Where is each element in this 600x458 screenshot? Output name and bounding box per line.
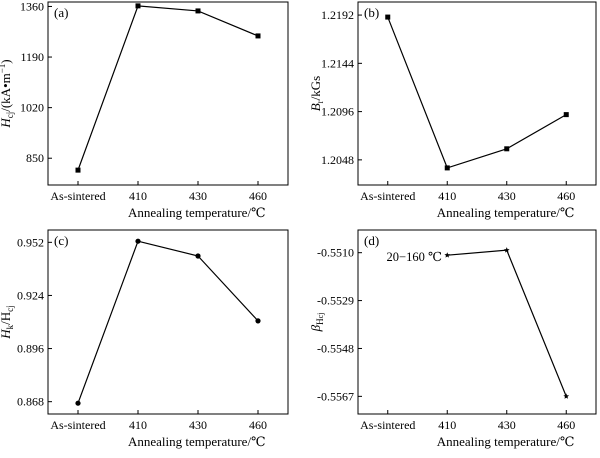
- x-axis-label: Annealing temperature/℃: [437, 434, 575, 449]
- x-tick-label: 410: [438, 418, 456, 432]
- x-tick-label: 430: [189, 418, 207, 432]
- y-axis-label: Br/kGs: [308, 76, 325, 112]
- chart-panel-4: (d) -0.5510 -0.5529 -0.5548 -0.5567 As-sinter…: [308, 229, 597, 449]
- x-tick-label: As-sintered: [50, 418, 105, 432]
- chart-panel-3: (c) 0.868 0.896 0.924 0.952 As-sintered 410 430…: [0, 229, 289, 449]
- y-label-subscript: k: [5, 324, 15, 329]
- y-tick-label: 1020: [20, 101, 44, 115]
- x-tick-label: 460: [249, 189, 267, 203]
- y-label-subscript: r: [315, 100, 325, 103]
- y-axis-label: Hcj/(kA•m−1): [0, 59, 15, 128]
- data-point: [135, 3, 141, 9]
- x-tick-label: As-sintered: [50, 189, 105, 203]
- panel-letter: (b): [364, 5, 379, 20]
- data-point: [255, 33, 261, 39]
- y-tick-label: 1.2144: [321, 56, 354, 70]
- x-tick-label: 410: [129, 418, 147, 432]
- y-tick-label: 850: [26, 151, 44, 165]
- x-axis-label: Annealing temperature/℃: [128, 205, 266, 220]
- x-axis-label: Annealing temperature/℃: [437, 205, 575, 220]
- x-tick-label: 430: [498, 189, 516, 203]
- y-tick-label: -0.5510: [317, 246, 354, 260]
- x-tick-label: 430: [498, 418, 516, 432]
- y-label-text: /kGs: [308, 76, 323, 101]
- y-tick-label: 1.2096: [321, 105, 354, 119]
- y-tick-label: 0.896: [17, 342, 44, 356]
- x-tick-label: 410: [438, 189, 456, 203]
- y-tick-label: 1.2048: [321, 153, 354, 167]
- x-tick-label: 460: [557, 418, 575, 432]
- y-tick-label: 0.924: [17, 288, 44, 302]
- plot-frame: [47, 229, 289, 415]
- y-label-close: ): [0, 59, 13, 63]
- x-tick-label: 460: [557, 189, 575, 203]
- x-tick-label: As-sintered: [360, 189, 415, 203]
- data-point: [195, 8, 201, 14]
- panel-letter: (c): [54, 233, 68, 248]
- data-point: [563, 112, 569, 118]
- data-point: [504, 146, 510, 152]
- y-axis-label: βHcj: [308, 313, 325, 333]
- x-tick-label: 410: [129, 189, 147, 203]
- y-tick-label: -0.5529: [317, 294, 354, 308]
- temperature-range-annotation: 20−160 ℃: [387, 250, 442, 264]
- data-point: [444, 252, 451, 258]
- y-tick-label: -0.5548: [317, 341, 354, 355]
- y-label-text: /H: [0, 312, 13, 325]
- y-label-subscript: cj: [5, 112, 15, 119]
- data-point: [255, 318, 261, 324]
- y-label-subscript-2: cj: [5, 305, 15, 312]
- data-point: [503, 247, 510, 253]
- x-tick-label: As-sintered: [360, 418, 415, 432]
- data-point: [563, 393, 570, 399]
- chart-panel-2: (b) 1.2048 1.2096 1.2144 1.2192 As-sintered 41…: [308, 1, 597, 220]
- y-tick-label: 0.952: [17, 235, 44, 249]
- x-axis-label: Annealing temperature/℃: [128, 434, 266, 449]
- data-point: [444, 165, 450, 171]
- data-point: [135, 238, 141, 244]
- data-point: [195, 253, 201, 259]
- y-tick-label: -0.5567: [317, 389, 354, 403]
- y-axis-label: Hk/Hcj: [0, 305, 15, 339]
- y-label-symbol: β: [308, 324, 323, 332]
- y-tick-label: 1190: [20, 50, 44, 64]
- data-point: [75, 400, 81, 406]
- series-line: [387, 16, 567, 169]
- series-line: [77, 240, 259, 404]
- y-tick-label: 1.2192: [321, 8, 354, 22]
- x-tick-label: 430: [189, 189, 207, 203]
- series-line: [77, 5, 259, 171]
- panel-letter: (a): [54, 5, 68, 20]
- y-tick-label: 1360: [20, 0, 44, 13]
- data-point: [75, 167, 81, 173]
- y-label-subscript: H: [315, 318, 325, 325]
- panel-letter: (d): [364, 233, 379, 248]
- y-label-text: /(kA•m: [0, 73, 13, 112]
- y-label-subscript-2: cj: [316, 313, 325, 319]
- y-label-symbol: B: [308, 103, 323, 111]
- y-label-symbol: H: [0, 118, 13, 129]
- chart-panel-1: (a) 850 1020 1190 1360 As-sintered 410 430 460 An…: [0, 0, 289, 220]
- series-line: [447, 249, 567, 397]
- y-label-symbol: H: [0, 329, 13, 340]
- y-tick-label: 0.868: [17, 395, 44, 409]
- y-label-superscript: −1: [0, 64, 7, 74]
- plot-frame: [357, 229, 597, 415]
- x-tick-label: 460: [249, 418, 267, 432]
- data-point: [385, 14, 391, 20]
- plot-frame: [47, 1, 289, 186]
- plot-frame: [357, 1, 597, 186]
